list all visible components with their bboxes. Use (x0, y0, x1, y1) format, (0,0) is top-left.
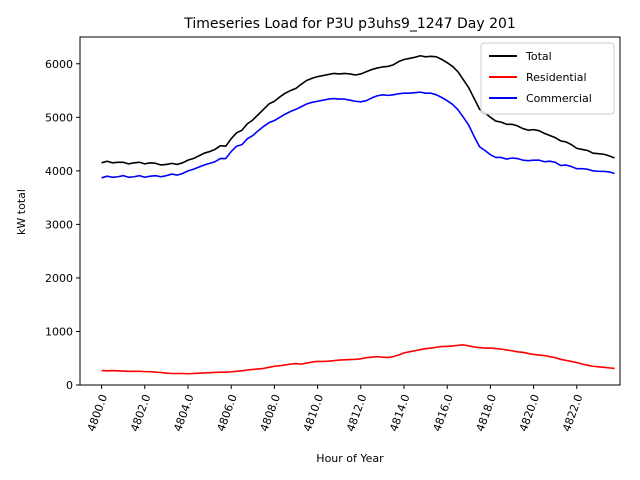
x-axis-label: Hour of Year (316, 452, 384, 465)
y-tick-label: 1000 (45, 325, 73, 338)
legend: Total Residential Commercial (480, 42, 615, 115)
plot-area (101, 54, 615, 375)
y-tick-label: 0 (66, 379, 73, 392)
series-line-commercial (101, 91, 615, 179)
chart-title: Timeseries Load for P3U p3uhs9_1247 Day … (183, 16, 516, 32)
y-tick-label: 2000 (45, 272, 73, 285)
axes-frame (79, 36, 621, 386)
legend-label-commercial: Commercial (526, 92, 592, 105)
legend-label-total: Total (525, 50, 552, 63)
legend-label-residential: Residential (526, 71, 587, 84)
legend-box (480, 42, 615, 115)
y-tick-label: 3000 (45, 218, 73, 231)
series-line-total (101, 54, 615, 166)
series-line-residential (101, 344, 615, 375)
y-tick-label: 6000 (45, 58, 73, 71)
y-axis-label: kW total (15, 189, 28, 235)
y-axis: 0 1000 2000 3000 4000 5000 6000 (45, 58, 80, 392)
y-tick-label: 5000 (45, 111, 73, 124)
y-tick-label: 4000 (45, 165, 73, 178)
